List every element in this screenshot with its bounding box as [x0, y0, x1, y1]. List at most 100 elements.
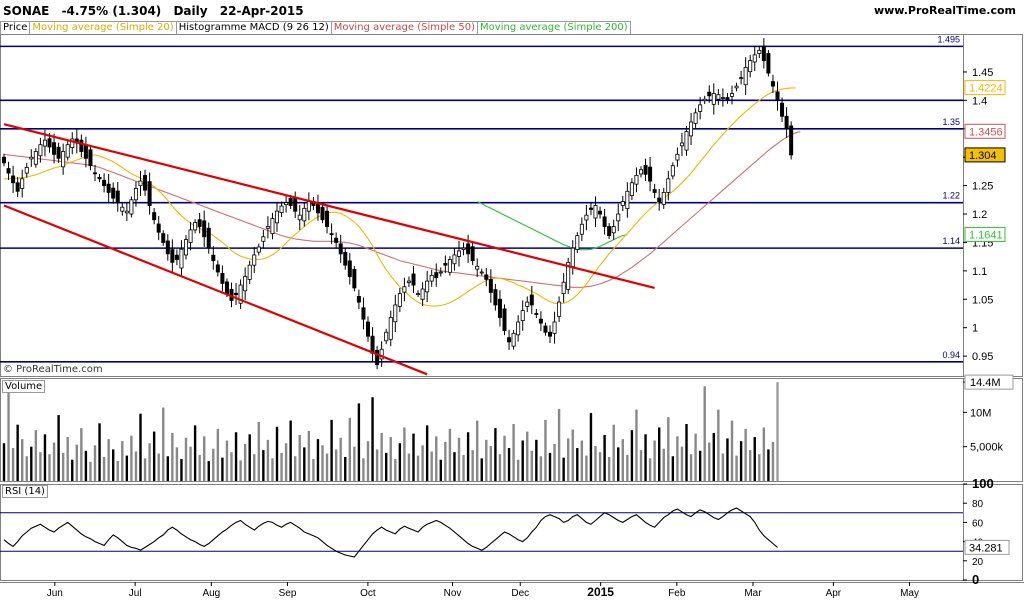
- copyright: © ProRealTime.com: [3, 364, 103, 375]
- candle-body: [238, 284, 243, 304]
- candle-body: [447, 259, 452, 273]
- candle-body: [120, 206, 125, 212]
- volume-bar: [557, 408, 561, 481]
- volume-bar: [589, 413, 593, 481]
- volume-bar: [121, 441, 124, 481]
- candle-body: [620, 201, 625, 206]
- x-tick-label: Nov: [444, 588, 462, 599]
- volume-bar: [112, 449, 115, 481]
- period: Daily: [173, 4, 208, 18]
- candle-body: [365, 321, 370, 337]
- volume-bar: [708, 442, 711, 481]
- volume-bar: [71, 459, 74, 481]
- candle-body: [338, 243, 343, 255]
- candle-body: [752, 54, 757, 63]
- value-badge: [964, 80, 1006, 96]
- candle-body: [607, 226, 612, 237]
- candle-body: [347, 260, 352, 277]
- rsi-tick-label: 60: [972, 518, 984, 529]
- volume-bar: [375, 449, 379, 481]
- volume-bar: [234, 432, 238, 481]
- volume-bar: [526, 431, 529, 481]
- volume-bar: [93, 445, 97, 481]
- volume-bar: [394, 459, 397, 481]
- candle-body: [438, 271, 443, 274]
- candle-body: [179, 248, 184, 269]
- x-tick-label: Aug: [202, 588, 220, 599]
- volume-bar: [562, 457, 565, 481]
- volume-bar: [689, 454, 693, 481]
- volume-bar: [653, 440, 656, 481]
- site-url[interactable]: www.ProRealTime.com: [873, 4, 1016, 17]
- volume-bar: [298, 434, 301, 481]
- candle-body: [598, 210, 603, 215]
- candle-body: [666, 178, 671, 193]
- ma50-line: [3, 131, 801, 288]
- volume-bar: [435, 436, 438, 481]
- volume-bar: [639, 450, 643, 481]
- chart-header: SONAE -4.75% (1.304) Daily 22-Apr-2015 w…: [0, 0, 1024, 20]
- candle-body: [52, 142, 57, 155]
- volume-bar: [516, 459, 520, 481]
- candle-body: [757, 49, 762, 54]
- volume-bar: [193, 425, 197, 481]
- x-tick-label: Jul: [129, 588, 142, 599]
- volume-bar: [171, 432, 174, 481]
- ma20-line: [4, 87, 796, 307]
- volume-bar: [749, 450, 752, 481]
- volume-bar: [143, 458, 147, 481]
- volume-bar: [662, 448, 665, 481]
- volume-bar: [416, 455, 420, 481]
- candle-body: [739, 77, 744, 80]
- volume-bar: [157, 453, 160, 481]
- volume-bar: [125, 455, 129, 481]
- volume-bar: [316, 439, 320, 481]
- volume-bar: [57, 415, 60, 481]
- candle-body: [488, 278, 493, 293]
- price-tick-label: 1.1: [972, 266, 987, 278]
- candle-body: [625, 190, 630, 210]
- volume-bar: [721, 453, 725, 481]
- candle-body: [343, 251, 348, 266]
- volume-bar: [744, 428, 747, 481]
- volume-bar: [503, 435, 506, 481]
- symbol: SONAE: [3, 4, 50, 18]
- candle-body: [529, 294, 534, 306]
- volume-bar: [89, 461, 92, 481]
- volume-bar: [184, 437, 188, 481]
- volume-bar: [539, 456, 543, 481]
- volume-bar: [371, 397, 374, 481]
- value-badge-label: 1.304: [969, 150, 997, 162]
- volume-bar: [480, 458, 483, 481]
- candle-body: [88, 149, 93, 167]
- volume-bar: [25, 456, 28, 481]
- candle-body: [183, 239, 188, 256]
- volume-bar: [594, 445, 597, 481]
- candle-body: [375, 350, 380, 366]
- candle-body: [525, 301, 530, 307]
- candle-body: [243, 276, 248, 292]
- chart-title: SONAE -4.75% (1.304) Daily 22-Apr-2015: [3, 4, 312, 18]
- candle-body: [479, 271, 484, 274]
- volume-bar: [758, 454, 761, 481]
- rsi-tick-label: 100: [972, 476, 994, 491]
- candle-body: [202, 220, 207, 238]
- candle-body: [575, 235, 580, 250]
- candle-body: [416, 293, 421, 295]
- volume-bar: [230, 452, 233, 481]
- candle-body: [138, 180, 143, 187]
- candle-body: [670, 165, 675, 177]
- volume-bar: [221, 457, 224, 481]
- volume-bar: [676, 436, 679, 481]
- candle-body: [716, 94, 721, 100]
- candle-body: [466, 243, 471, 255]
- volume-badge: [964, 374, 1014, 390]
- candle-body: [215, 264, 220, 273]
- value-badge-label: 1.4224: [969, 83, 1003, 95]
- ma200-line: [476, 201, 628, 251]
- candle-body: [616, 213, 621, 222]
- candle-body: [652, 189, 657, 193]
- volume-bar: [530, 450, 533, 481]
- panel-frame: [0, 484, 964, 581]
